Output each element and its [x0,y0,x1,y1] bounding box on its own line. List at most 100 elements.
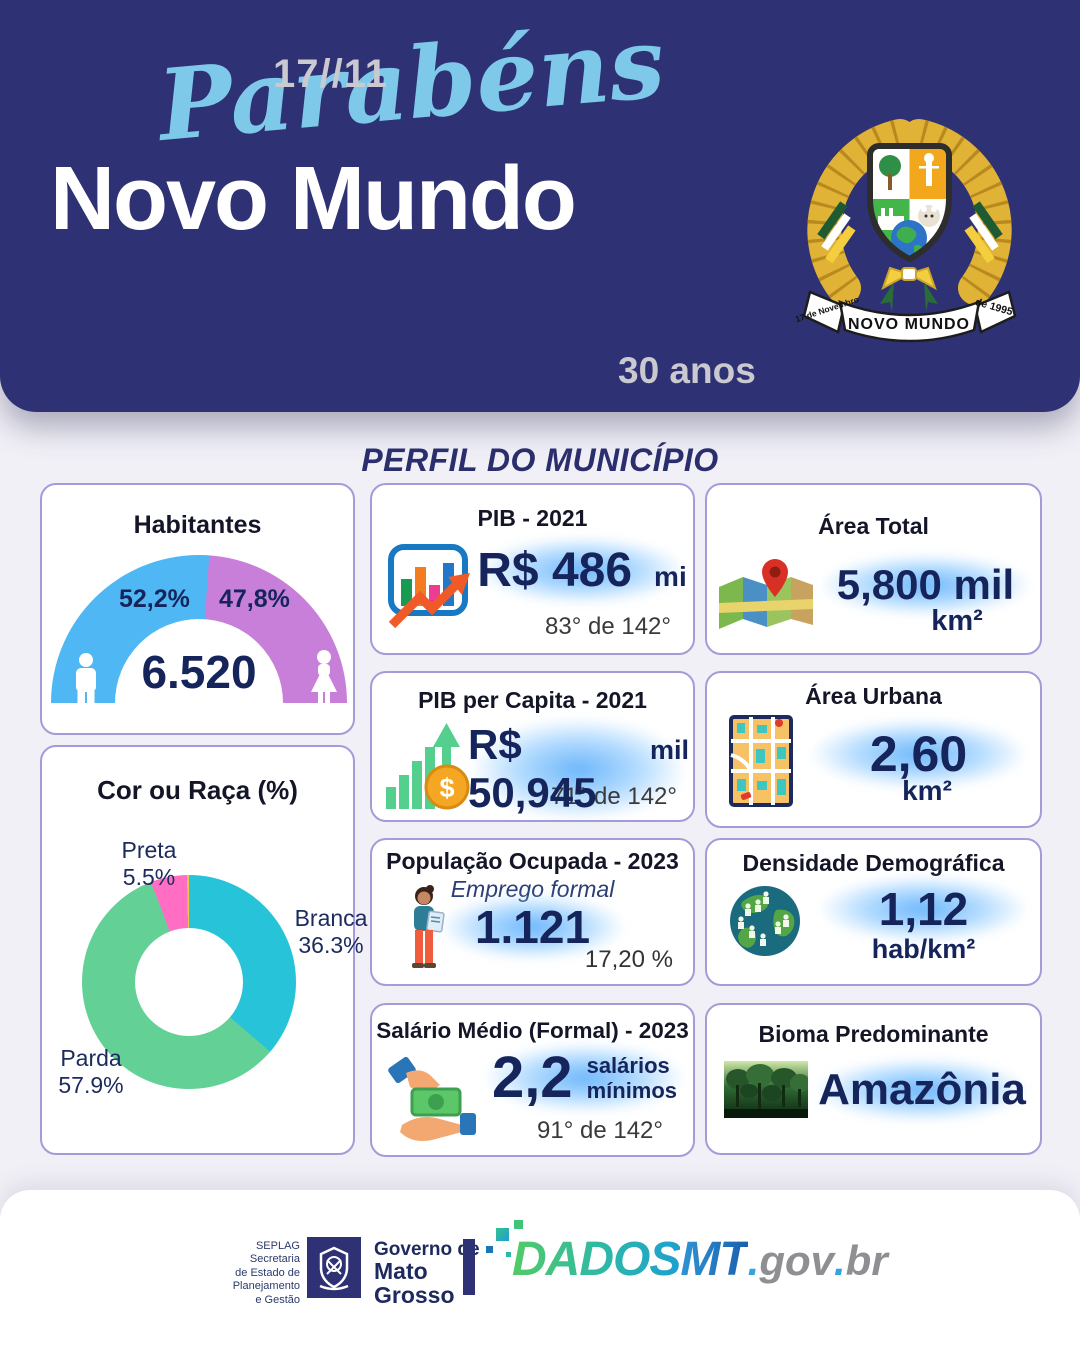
pib-value-row: R$ 486 mi [477,543,687,598]
pixel-decoration-4 [506,1252,511,1257]
brand-mt: MT [680,1233,748,1286]
greeting-script: Parabéns [153,5,670,164]
anniversary-years: 30 anos [618,350,756,391]
area-total-title: Área Total [818,513,929,539]
pib-capita-value-row: R$ 50,945 mil [468,721,689,817]
bioma-title: Bioma Predominante [758,1021,989,1047]
parda-name: Parda [60,1045,122,1071]
salario-value: 2,2 [491,1045,573,1110]
seplag-line3: de Estado de [235,1266,300,1279]
bioma-value-wrap: Amazônia [812,1065,1032,1115]
card-salario-medio: Salário Médio (Formal) - 2023 2,2 salári… [370,1003,695,1157]
wreath-ribbon-left [817,201,856,264]
municipal-coat-of-arms: 17 de Novembro NOVO MUNDO de 1995 [794,119,1017,343]
card-pib: PIB - 2021 R$ 486 mi 83° de 142° [370,483,695,655]
seplag-line4: Planejamento [232,1280,300,1293]
pixel-decoration-3 [486,1246,493,1253]
brand-dados: DADOS [512,1233,681,1286]
salario-unit-line2: mínimos [586,1078,678,1103]
pib-value: R$ 486 [477,544,633,597]
card-populacao-ocupada: População Ocupada - 2023 Emprego formal … [370,838,695,986]
card-bioma: Bioma Predominante Amazônia [705,1003,1042,1155]
pib-rank: 83° de 142° [545,613,671,640]
race-donut-hole [135,928,243,1036]
dadosmt-logo: DADOSMT.gov.br [486,1220,888,1287]
preta-name: Preta [121,837,177,863]
ribbon-bow [880,266,938,312]
area-total-value-wrap: 5,800 mil [817,561,1034,609]
population-total: 6.520 [141,646,257,698]
area-urbana-title: Área Urbana [805,683,942,709]
branca-name: Branca [294,905,368,931]
mt-crest-emblem [319,1246,349,1290]
bioma-value: Amazônia [818,1065,1026,1114]
pib-title: PIB - 2021 [477,505,588,531]
label-branca: Branca 36.3% [288,905,374,959]
brand-dot1: . [747,1237,760,1284]
area-total-unit: km² [931,605,983,637]
female-icon [311,650,337,707]
banner-text-name: NOVO MUNDO [848,316,970,333]
globe-people-icon [730,886,800,956]
brand-dot2: . [834,1237,846,1284]
habitantes-title: Habitantes [133,511,262,539]
crest-banner: 17 de Novembro NOVO MUNDO de 1995 [794,290,1017,343]
salario-value-row: 2,2 salários mínimos [484,1049,685,1107]
card-habitantes: Habitantes 52,2% 47,8% 6.520 [40,483,355,735]
governo-text: Governo de Mato Grosso [374,1240,480,1308]
area-urbana-value-wrap: 2,60 [807,725,1030,783]
label-parda: Parda 57.9% [46,1045,136,1099]
pixel-decoration-2 [514,1220,523,1229]
pib-unit: mi [654,561,687,592]
area-urbana-value: 2,60 [869,726,968,782]
salario-unit-line1: salários [586,1052,670,1078]
shield-quadrants [870,146,949,259]
money-hands-icon [388,1056,476,1141]
male-percent: 52,2% [119,585,190,613]
area-total-value: 5,800 mil [836,561,1015,608]
card-cor-raca: Cor ou Raça (%) Preta 5.5% Branca 36.3% … [40,745,367,1155]
people-figures [738,891,789,946]
governo-line1: Governo de [374,1239,480,1260]
brand-gov: gov [759,1237,834,1284]
seplag-line2: Secretaria [249,1253,300,1266]
card-area-total: Área Total 5,800 mil km² [705,483,1042,655]
municipality-name: Novo Mundo [50,149,577,249]
pixel-decoration-1 [496,1228,509,1241]
preta-pct: 5.5% [122,864,176,891]
brand-br: br [845,1237,888,1284]
parda-pct: 57.9% [58,1072,124,1099]
densidade-value-wrap: 1,12 [817,882,1030,936]
footer-divider [463,1239,475,1295]
cor-raca-title: Cor ou Raça (%) [97,775,298,805]
ocupada-value-wrap: 1.121 [442,900,623,954]
male-icon [76,653,96,707]
governo-line3: Grosso [374,1281,455,1308]
footer: SEPLAG Secretaria de Estado de Planejame… [0,1190,1080,1350]
mato-grosso-crest [307,1237,361,1298]
card-pib-per-capita: PIB per Capita - 2021 $ R$ 50,945 mil 71… [370,671,695,822]
habitantes-gauge: 52,2% 47,8% 6.520 [51,555,347,707]
seplag-line1: SEPLAG [255,1240,300,1252]
pib-capita-value: R$ 50,945 [468,721,597,816]
densidade-unit: hab/km² [871,934,976,964]
header-banner: Parabéns 17//11 Novo Mundo 30 anos [0,0,1080,412]
seplag-line5: e Gestão [255,1293,300,1306]
branca-pct: 36.3% [298,932,364,959]
governo-line2: Mato [374,1257,428,1284]
female-percent: 47,8% [219,585,290,613]
card-densidade: Densidade Demográfica 1,12 hab/km² [705,838,1042,986]
label-preta: Preta 5.5% [104,837,194,891]
densidade-value: 1,12 [878,883,969,935]
ocupada-value: 1.121 [474,901,591,953]
section-title: PERFIL DO MUNICÍPIO [361,442,719,478]
seplag-text: SEPLAG Secretaria de Estado de Planejame… [190,1240,300,1307]
area-urbana-unit: km² [902,775,952,806]
ocupada-percent: 17,20 % [584,946,673,973]
anniversary-date: 17//11 [273,52,389,96]
city-map-icon [729,715,793,807]
card-area-urbana: Área Urbana 2,60 km² [705,671,1042,828]
salario-unit: salários mínimos [587,1053,677,1104]
shield-outline [867,143,952,263]
